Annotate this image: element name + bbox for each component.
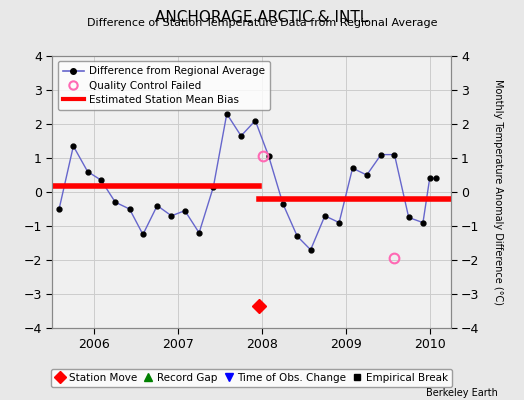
Text: Berkeley Earth: Berkeley Earth	[426, 388, 498, 398]
Text: Difference of Station Temperature Data from Regional Average: Difference of Station Temperature Data f…	[87, 18, 437, 28]
Y-axis label: Monthly Temperature Anomaly Difference (°C): Monthly Temperature Anomaly Difference (…	[493, 79, 504, 305]
Text: ANCHORAGE ARCTIC & INTL: ANCHORAGE ARCTIC & INTL	[156, 10, 368, 25]
Legend: Station Move, Record Gap, Time of Obs. Change, Empirical Break: Station Move, Record Gap, Time of Obs. C…	[51, 368, 452, 387]
